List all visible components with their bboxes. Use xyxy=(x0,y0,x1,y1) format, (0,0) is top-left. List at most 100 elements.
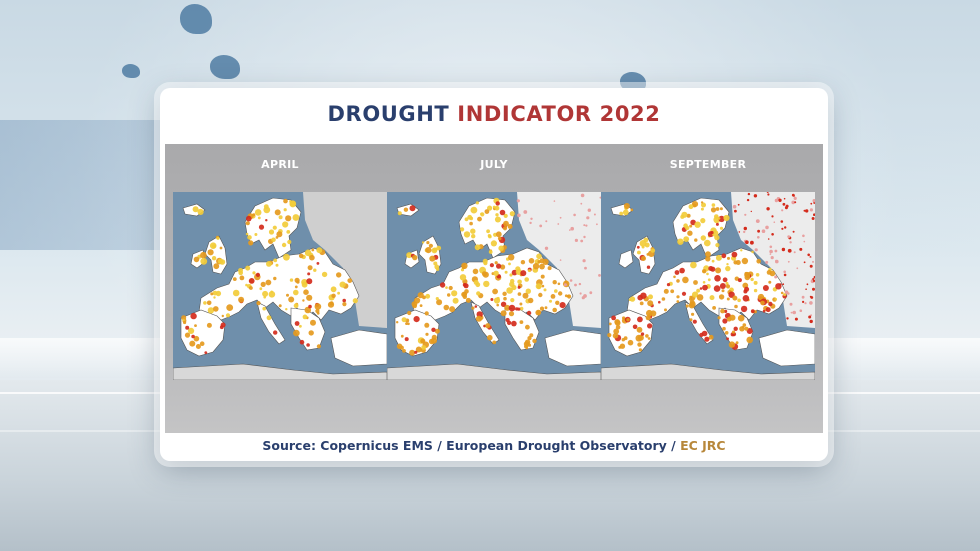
drought-patch xyxy=(404,337,409,342)
maps-panel: APRIL JULY SEPTEMBER xyxy=(165,144,823,433)
drought-patch xyxy=(497,236,502,241)
drought-patch xyxy=(787,292,790,295)
drought-patch xyxy=(539,263,545,270)
drought-patch xyxy=(702,281,706,284)
drought-patch xyxy=(564,280,568,284)
drought-patch xyxy=(774,297,777,301)
drought-patch xyxy=(232,277,237,281)
drought-patch xyxy=(347,278,353,283)
land-turkey xyxy=(758,329,815,367)
drought-patch xyxy=(306,294,313,301)
drought-patch xyxy=(313,268,317,272)
drought-patch xyxy=(281,242,287,248)
drought-patch xyxy=(750,210,752,213)
drought-patch xyxy=(278,215,283,220)
drought-patch xyxy=(677,238,684,245)
drought-patch xyxy=(799,247,803,251)
drought-patch xyxy=(249,286,253,290)
drought-patch xyxy=(737,314,745,322)
drought-patch xyxy=(688,302,695,309)
drought-patch xyxy=(510,298,515,303)
drought-patch xyxy=(768,280,772,284)
drought-patch xyxy=(809,301,813,305)
drought-patch xyxy=(648,294,653,300)
drought-patch xyxy=(301,281,308,288)
drought-patch xyxy=(786,317,789,320)
drought-patch xyxy=(204,351,208,354)
drought-patch xyxy=(219,259,226,265)
drought-patch xyxy=(252,213,256,217)
source-text: Source: Copernicus EMS / European Drough… xyxy=(262,438,681,453)
drought-patch xyxy=(756,259,761,264)
drought-patch xyxy=(238,296,245,303)
drought-patch xyxy=(193,335,200,342)
drought-patch xyxy=(542,258,549,265)
drought-patch xyxy=(737,298,741,303)
drought-patch xyxy=(558,291,563,296)
drought-patch xyxy=(220,322,226,328)
drought-patch xyxy=(268,229,275,235)
drought-patch xyxy=(743,230,746,234)
drought-patch xyxy=(685,304,689,308)
drought-patch xyxy=(726,297,730,301)
drought-patch xyxy=(397,211,402,216)
drought-patch xyxy=(273,330,278,335)
drought-patch xyxy=(508,262,511,266)
drought-patch xyxy=(805,209,809,213)
drought-patch xyxy=(774,249,778,253)
drought-patch xyxy=(544,246,549,250)
drought-patch xyxy=(622,209,629,216)
drought-patch xyxy=(612,332,619,339)
drought-patch xyxy=(750,309,755,314)
drought-patch xyxy=(225,313,231,318)
drought-patch xyxy=(611,315,616,321)
drought-patch xyxy=(495,231,502,238)
drought-patch xyxy=(801,295,805,299)
drought-patch xyxy=(636,326,643,333)
drought-patch xyxy=(516,199,520,203)
drought-patch xyxy=(294,285,298,289)
drought-patch xyxy=(474,244,481,251)
drought-patch xyxy=(197,208,204,215)
non-covered-land xyxy=(731,192,815,328)
drought-patch xyxy=(711,230,719,237)
drought-patch xyxy=(766,270,772,275)
drought-patch xyxy=(500,301,507,307)
drought-patch xyxy=(809,256,811,258)
drought-patch xyxy=(645,315,651,321)
drought-patch xyxy=(734,276,739,281)
drought-patch xyxy=(471,234,476,239)
land-northafrica xyxy=(387,363,601,380)
drought-patch xyxy=(803,261,806,264)
drought-patch xyxy=(783,270,786,274)
drought-patch xyxy=(740,249,743,252)
drought-patch xyxy=(753,194,758,198)
drought-patch xyxy=(787,260,790,263)
drought-patch xyxy=(793,251,796,254)
drought-patch xyxy=(559,302,566,309)
drought-patch xyxy=(689,318,693,322)
drought-patch xyxy=(585,224,588,227)
map-label-july: JULY xyxy=(480,158,508,171)
decorative-shape xyxy=(210,55,240,79)
drought-patch xyxy=(520,270,527,277)
drought-patch xyxy=(696,294,704,301)
drought-patch xyxy=(615,325,621,330)
drought-patch xyxy=(755,219,760,223)
drought-patch xyxy=(275,263,279,267)
land-turkey xyxy=(544,329,601,367)
drought-patch xyxy=(544,306,548,310)
drought-patch xyxy=(715,254,722,261)
drought-patch xyxy=(302,314,308,320)
drought-patch xyxy=(471,306,475,310)
drought-patch xyxy=(744,286,750,292)
drought-patch xyxy=(529,221,532,225)
drought-patch xyxy=(765,225,769,230)
drought-patch xyxy=(524,339,531,345)
drought-patch xyxy=(337,291,340,295)
drought-patch xyxy=(273,258,278,263)
drought-patch xyxy=(185,325,190,330)
drought-patch xyxy=(783,197,786,200)
drought-patch xyxy=(487,234,492,238)
drought-patch xyxy=(714,214,719,219)
